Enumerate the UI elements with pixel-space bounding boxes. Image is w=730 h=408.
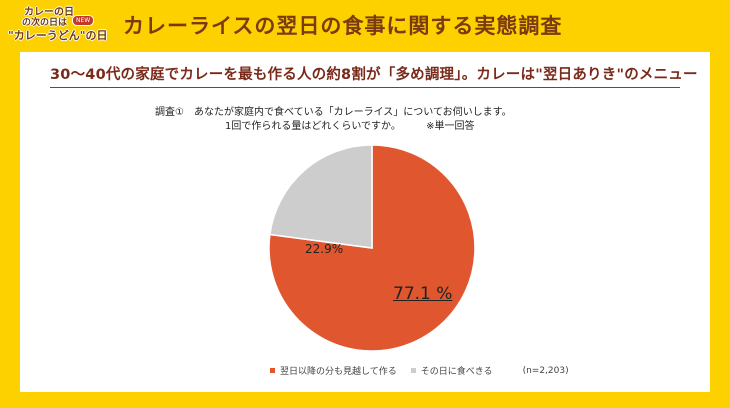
legend-swatch-gray [410,368,416,373]
survey-card: 30～40代の家庭でカレーを最も作る人の約8割が「多め調理」。カレーは"翌日あり… [20,52,710,392]
chart-legend: 翌日以降の分も見越して作る その日に食べきる (n=2,203) [270,364,569,377]
card-subtitle: 30～40代の家庭でカレーを最も作る人の約8割が「多め調理」。カレーは"翌日あり… [50,63,698,88]
campaign-logo: カレーの日 の次の日は NEW "カレーうどん"の日 [4,2,108,44]
sample-size: (n=2,203) [522,365,569,376]
legend-item-make-extra: 翌日以降の分も見越して作る [270,364,397,377]
logo-badge: NEW [72,15,95,26]
question-line-2: 1回で作られる量はどれくらいですか。 ※単一回答 [155,120,512,134]
page-title: カレーライスの翌日の食事に関する実態調査 [123,14,563,38]
pie-chart [267,143,477,353]
answer-type-note: ※単一回答 [426,121,475,132]
legend-label: 翌日以降の分も見越して作る [280,367,397,377]
question-text: 1回で作られる量はどれくらいですか。 [225,121,401,132]
legend-item-eat-same-day: その日に食べきる [410,364,493,377]
pie-slice-1 [269,144,373,249]
logo-line-3: "カレーうどん"の日 [8,29,108,42]
logo-line-2: の次の日は [22,18,68,28]
legend-label: その日に食べきる [420,367,493,377]
question-line-1: 調査① あなたが家庭内で食べている「カレーライス」についてお伺いします。 [155,107,512,118]
survey-question: 調査① あなたが家庭内で食べている「カレーライス」についてお伺いします。 1回で… [155,106,512,134]
logo-line-1: カレーの日 [24,7,74,18]
pie-label-eat-same-day: 22.9% [305,242,344,256]
pie-label-make-extra: 77.1 % [393,284,453,304]
legend-swatch-orange [270,368,275,373]
